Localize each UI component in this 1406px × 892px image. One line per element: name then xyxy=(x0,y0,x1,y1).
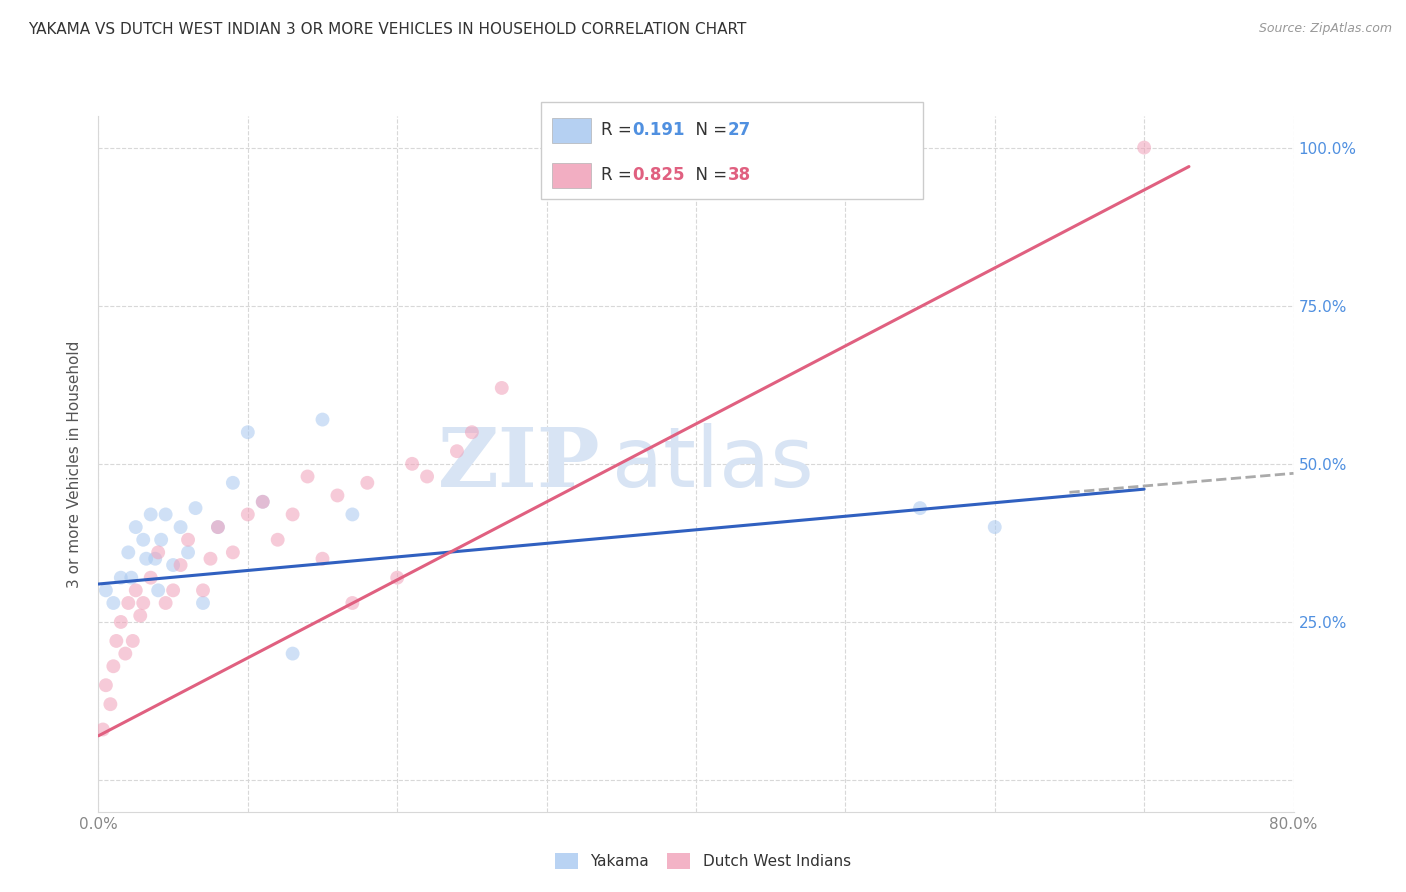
Text: N =: N = xyxy=(686,166,733,185)
Point xyxy=(110,571,132,585)
Point xyxy=(148,545,170,559)
Point xyxy=(207,520,229,534)
Point xyxy=(100,697,122,711)
Text: ZIP: ZIP xyxy=(437,424,600,504)
Legend: Yakama, Dutch West Indians: Yakama, Dutch West Indians xyxy=(550,847,856,875)
Point xyxy=(132,596,155,610)
Point xyxy=(236,425,259,440)
Point xyxy=(110,615,132,629)
Point xyxy=(281,647,304,661)
Text: 27: 27 xyxy=(728,121,751,139)
Point xyxy=(342,596,364,610)
Point xyxy=(311,412,333,426)
Point xyxy=(356,475,378,490)
Point xyxy=(222,545,245,559)
Point xyxy=(191,596,214,610)
Point xyxy=(143,551,166,566)
Text: 38: 38 xyxy=(728,166,751,185)
Point xyxy=(117,545,139,559)
Point xyxy=(148,583,170,598)
Point xyxy=(155,596,177,610)
Point xyxy=(267,533,290,547)
Point xyxy=(252,495,274,509)
Point xyxy=(94,583,117,598)
Point xyxy=(281,508,304,522)
Point xyxy=(1133,140,1156,154)
Text: 0.191: 0.191 xyxy=(633,121,685,139)
Point xyxy=(125,583,148,598)
Point xyxy=(177,533,200,547)
Point xyxy=(139,571,162,585)
Point xyxy=(121,634,143,648)
Point xyxy=(401,457,423,471)
Text: YAKAMA VS DUTCH WEST INDIAN 3 OR MORE VEHICLES IN HOUSEHOLD CORRELATION CHART: YAKAMA VS DUTCH WEST INDIAN 3 OR MORE VE… xyxy=(28,22,747,37)
Point xyxy=(103,659,125,673)
Point xyxy=(311,551,333,566)
Point xyxy=(129,608,152,623)
Text: atlas: atlas xyxy=(613,424,814,504)
Point xyxy=(155,508,177,522)
Point xyxy=(222,475,245,490)
Point xyxy=(416,469,439,483)
Point xyxy=(177,545,200,559)
Point xyxy=(94,678,117,692)
Point xyxy=(105,634,128,648)
Point xyxy=(236,508,259,522)
Point xyxy=(984,520,1007,534)
Point xyxy=(150,533,173,547)
Text: N =: N = xyxy=(686,121,733,139)
Point xyxy=(184,501,207,516)
Point xyxy=(103,596,125,610)
Point xyxy=(162,558,184,572)
Point xyxy=(132,533,155,547)
Y-axis label: 3 or more Vehicles in Household: 3 or more Vehicles in Household xyxy=(67,340,83,588)
Point xyxy=(162,583,184,598)
Text: 0.825: 0.825 xyxy=(633,166,685,185)
Point xyxy=(297,469,319,483)
Point xyxy=(191,583,214,598)
Point xyxy=(135,551,157,566)
Point xyxy=(385,571,409,585)
Point xyxy=(125,520,148,534)
Point xyxy=(117,596,139,610)
Point xyxy=(491,381,513,395)
Point xyxy=(446,444,468,458)
Text: Source: ZipAtlas.com: Source: ZipAtlas.com xyxy=(1258,22,1392,36)
Point xyxy=(200,551,222,566)
Point xyxy=(252,495,274,509)
Point xyxy=(207,520,229,534)
Point xyxy=(120,571,142,585)
Text: R =: R = xyxy=(602,121,637,139)
Text: R =: R = xyxy=(602,166,637,185)
Point xyxy=(91,723,114,737)
Point xyxy=(461,425,484,440)
Point xyxy=(908,501,931,516)
Point xyxy=(139,508,162,522)
Point xyxy=(326,488,349,502)
Point xyxy=(342,508,364,522)
Point xyxy=(169,558,191,572)
Point xyxy=(169,520,191,534)
Point xyxy=(114,647,136,661)
